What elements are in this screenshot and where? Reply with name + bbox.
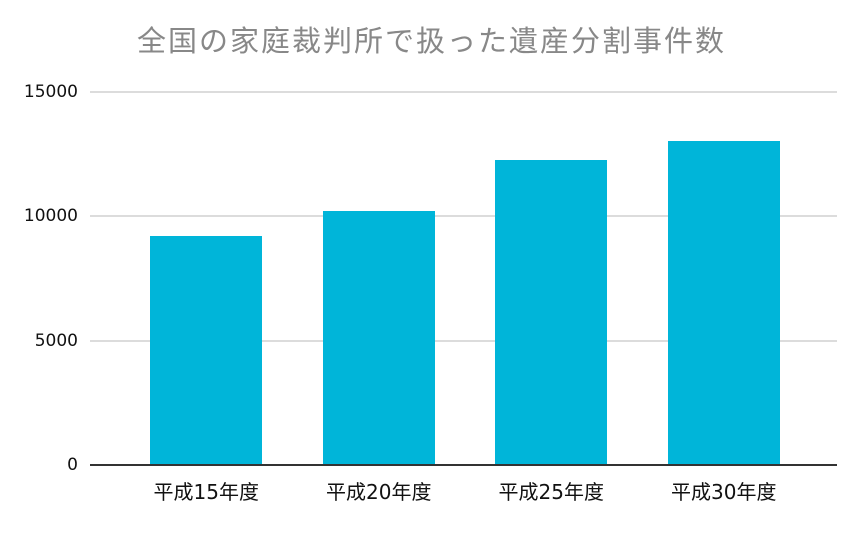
bar [322,211,435,465]
y-tick-label: 15000 [23,82,78,102]
y-tick-label: 0 [67,455,78,475]
x-tick-label: 平成25年度 [498,480,604,504]
bars-row [120,92,810,465]
bar-slot [465,92,638,465]
gridline [90,339,837,342]
x-tick-label: 平成15年度 [153,480,259,504]
bar [667,140,780,465]
x-axis-baseline [90,464,837,466]
bar-slot [120,92,293,465]
chart-title: 全国の家庭裁判所で扱った遺産分割事件数 [136,24,726,58]
x-tick-label: 平成20年度 [326,480,432,504]
gridline [90,215,837,218]
bar-slot [293,92,466,465]
x-axis-labels: 平成15年度 平成20年度 平成25年度 平成30年度 [120,476,810,505]
y-axis-labels: 0 5000 10000 15000 [0,0,78,533]
x-tick-label: 平成30年度 [671,480,777,504]
bar-slot [638,92,811,465]
bar [495,160,608,465]
y-tick-label: 5000 [34,330,78,351]
y-tick-label: 10000 [23,206,78,227]
bar [150,236,263,465]
plot-area [90,91,837,466]
gridline [90,91,837,93]
